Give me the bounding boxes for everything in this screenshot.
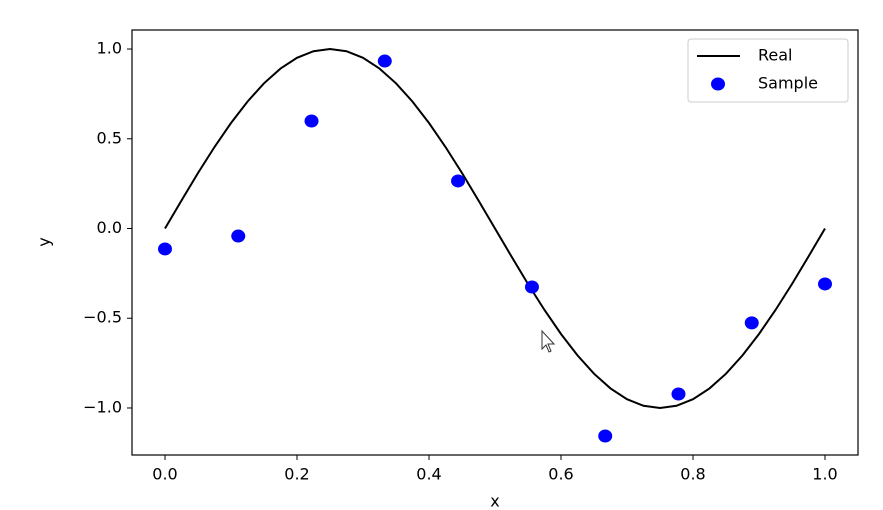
legend-label: Sample <box>758 74 818 93</box>
y-axis-label: y <box>35 237 54 246</box>
sample-point <box>524 280 539 294</box>
y-tick-label: 0.5 <box>97 128 122 147</box>
y-tick-label: −0.5 <box>83 308 122 327</box>
sample-point <box>671 387 686 401</box>
x-axis-label: x <box>490 492 499 510</box>
x-tick-label: 0.2 <box>284 465 309 484</box>
y-tick-label: 1.0 <box>97 39 122 58</box>
x-tick-label: 1.0 <box>812 465 837 484</box>
sample-point <box>231 229 246 243</box>
y-tick-label: 0.0 <box>97 218 122 237</box>
x-tick-label: 0.6 <box>548 465 573 484</box>
sample-point <box>377 54 392 68</box>
legend-marker <box>711 77 725 91</box>
mouse-cursor <box>541 329 556 353</box>
plot-frame <box>131 29 859 456</box>
x-tick-label: 0.0 <box>152 465 177 484</box>
sample-point <box>304 114 319 128</box>
legend-box <box>687 38 849 103</box>
legend-label: Real <box>758 46 793 65</box>
x-tick-label: 0.4 <box>416 465 441 484</box>
y-tick-label: −1.0 <box>83 397 122 416</box>
sample-point <box>598 429 613 443</box>
sample-point <box>158 242 172 256</box>
sample-point <box>451 174 466 188</box>
sample-point <box>818 277 832 291</box>
x-tick-label: 0.8 <box>680 465 705 484</box>
real-line <box>164 47 826 410</box>
sample-point <box>744 316 759 330</box>
